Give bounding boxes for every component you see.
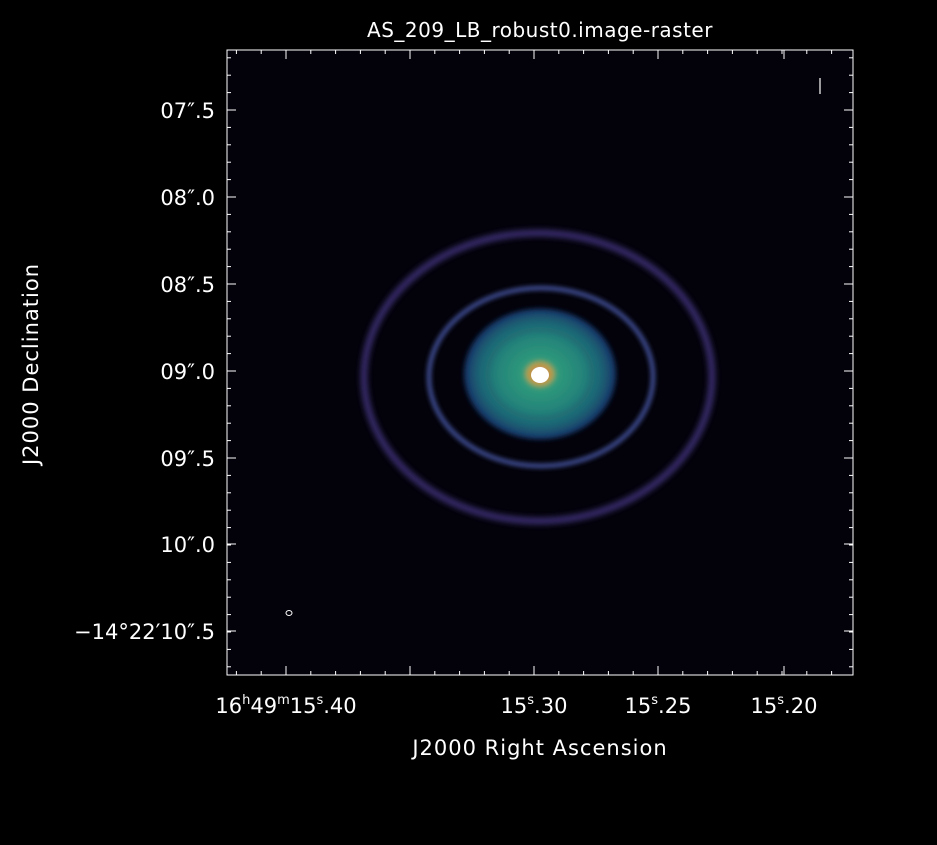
y-axis-label: J2000 Declination bbox=[19, 263, 43, 467]
y-tick-label: 09″.5 bbox=[160, 447, 215, 471]
outer-ring bbox=[360, 229, 716, 525]
image-raster bbox=[227, 50, 853, 675]
x-tick-label: 15s.20 bbox=[751, 693, 818, 718]
y-tick-label: 10″.0 bbox=[160, 533, 215, 557]
beam-marker bbox=[285, 610, 293, 616]
y-tick-label: 07″.5 bbox=[160, 99, 215, 123]
x-tick-label: 15s.30 bbox=[501, 693, 568, 718]
inner-ring bbox=[426, 285, 656, 469]
x-axis-ticks: 16h49m15s.40 15s.30 15s.25 15s.20 bbox=[215, 50, 833, 718]
y-tick-label: −14°22′10″.5 bbox=[74, 620, 215, 644]
y-tick-label: 08″.0 bbox=[160, 186, 215, 210]
x-tick-label: 15s.25 bbox=[625, 693, 692, 718]
y-axis-ticks: 07″.5 08″.0 08″.5 09″.0 09″.5 10″.0 −14°22′10″… bbox=[74, 57, 853, 668]
figure-title: AS_209_LB_robust0.image-raster bbox=[367, 18, 713, 42]
bright-core bbox=[531, 367, 549, 383]
x-tick-label: 16h49m15s.40 bbox=[215, 693, 356, 718]
plot-frame bbox=[226, 49, 854, 676]
y-tick-label: 09″.0 bbox=[160, 360, 215, 384]
x-axis-label: J2000 Right Ascension bbox=[410, 736, 667, 760]
y-tick-label: 08″.5 bbox=[160, 273, 215, 297]
